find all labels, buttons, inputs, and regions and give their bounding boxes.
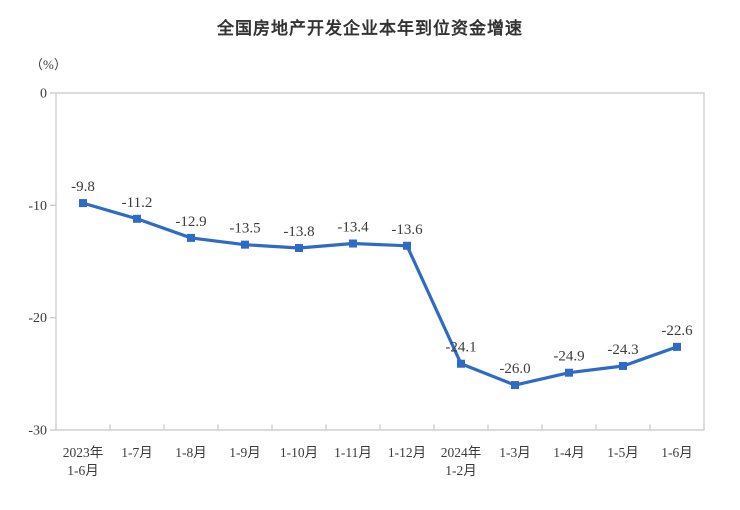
data-point-marker xyxy=(457,359,465,368)
data-point-marker xyxy=(349,239,357,248)
x-axis-label: 2024年 1-2月 xyxy=(441,445,482,478)
data-point-marker xyxy=(187,233,195,242)
x-axis-label: 1-3月 xyxy=(499,445,531,460)
data-point-marker xyxy=(79,199,87,208)
plot-border xyxy=(55,92,705,431)
x-axis-label: 1-10月 xyxy=(280,445,318,460)
data-point-label: -13.5 xyxy=(229,221,260,237)
x-axis-label: 1-12月 xyxy=(388,445,426,460)
data-point-label: -24.3 xyxy=(607,342,638,358)
data-point-label: -13.4 xyxy=(337,220,369,236)
data-point-marker xyxy=(241,240,249,249)
chart-title: 全国房地产开发企业本年到位资金增速 xyxy=(217,19,523,38)
x-axis-label: 1-11月 xyxy=(334,445,372,460)
data-point-label: -11.2 xyxy=(122,195,153,211)
data-point-marker xyxy=(673,342,681,351)
y-axis-label: -10 xyxy=(28,199,47,214)
data-point-label: -22.6 xyxy=(661,323,693,339)
data-point-label: -13.6 xyxy=(391,222,423,238)
x-axis-label: 1-9月 xyxy=(229,445,261,460)
x-axis-label: 1-4月 xyxy=(553,445,585,460)
x-axis-label: 1-6月 xyxy=(661,445,693,460)
data-point-marker xyxy=(295,244,303,253)
x-axis-label: 1-5月 xyxy=(607,445,639,460)
y-axis-label: -30 xyxy=(28,424,47,439)
y-axis-label: 0 xyxy=(40,87,47,102)
y-axis-unit-label: （%） xyxy=(30,57,67,72)
data-point-marker xyxy=(133,214,141,223)
data-line xyxy=(82,201,678,387)
data-point-label: -13.8 xyxy=(283,224,314,240)
x-axis-label: 1-8月 xyxy=(175,445,207,460)
data-point-label: -12.9 xyxy=(175,214,206,230)
data-point-marker xyxy=(511,381,519,390)
data-point-label: -26.0 xyxy=(499,361,530,377)
x-axis-label: 1-7月 xyxy=(121,445,153,460)
data-point-marker xyxy=(565,368,573,377)
data-point-marker xyxy=(619,361,627,370)
data-point-label: -24.1 xyxy=(445,340,476,356)
y-axis-label: -20 xyxy=(28,311,47,326)
data-point-label: -9.8 xyxy=(71,179,95,195)
data-point-label: -24.9 xyxy=(553,349,584,365)
x-axis-label: 2023年 1-6月 xyxy=(63,445,104,478)
data-point-marker xyxy=(403,241,411,250)
